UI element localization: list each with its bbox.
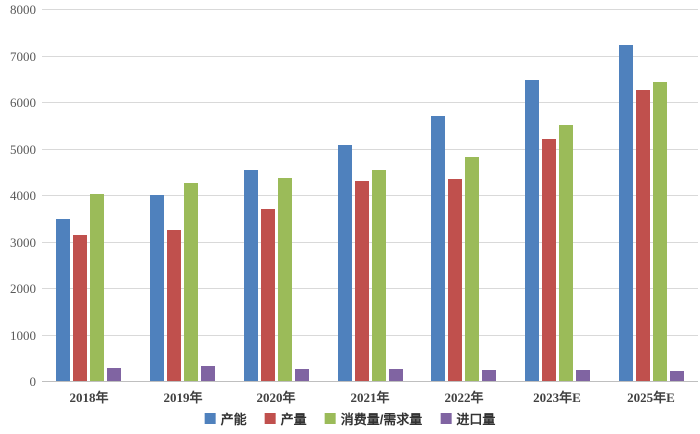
y-tick-label: 1000	[10, 328, 36, 343]
bar-series2-cat4	[465, 157, 479, 381]
legend-item-series3: 进口量	[440, 409, 495, 428]
legend-item-series1: 产量	[264, 409, 307, 428]
chart-legend: 产能 产量 消费量/需求量 进口量	[204, 409, 495, 428]
bar-series3-cat2	[295, 369, 309, 381]
bar-series2-cat2	[278, 178, 292, 381]
x-category-label: 2023年E	[533, 390, 581, 405]
y-tick-label: 2000	[10, 281, 36, 296]
y-tick-label: 3000	[10, 235, 36, 250]
legend-swatch-icon	[204, 413, 216, 424]
y-tick-label: 8000	[10, 2, 36, 17]
gridline	[42, 335, 698, 336]
bar-series1-cat2	[261, 209, 275, 381]
bar-series3-cat5	[576, 370, 590, 381]
y-tick-label: 0	[29, 374, 37, 389]
gridline	[42, 242, 698, 243]
bar-series2-cat6	[653, 82, 667, 381]
bar-series3-cat6	[670, 371, 684, 381]
y-tick-label: 4000	[10, 188, 36, 203]
gridline	[42, 56, 698, 57]
x-category-label: 2019年	[163, 390, 203, 405]
bar-series1-cat6	[636, 90, 650, 381]
bar-series2-cat0	[90, 194, 104, 381]
bar-series3-cat0	[107, 368, 121, 381]
y-tick-label: 6000	[10, 95, 36, 110]
bar-series3-cat3	[389, 369, 403, 381]
legend-item-series2: 消费量/需求量	[324, 409, 423, 428]
legend-item-series0: 产能	[204, 409, 247, 428]
gridline	[42, 195, 698, 196]
legend-swatch-icon	[264, 413, 276, 424]
bar-series2-cat1	[184, 183, 198, 381]
bar-series1-cat0	[73, 235, 87, 381]
bar-series0-cat2	[244, 170, 258, 381]
bar-series0-cat6	[619, 45, 633, 381]
x-category-label: 2018年	[69, 390, 109, 405]
legend-label: 产能	[220, 412, 247, 427]
gridline	[42, 149, 698, 150]
bar-series1-cat1	[167, 230, 181, 381]
legend-swatch-icon	[440, 413, 452, 424]
bar-series0-cat5	[525, 80, 539, 381]
x-category-label: 2020年	[256, 390, 296, 405]
legend-label: 消费量/需求量	[340, 412, 423, 427]
legend-label: 产量	[280, 412, 307, 427]
legend-swatch-icon	[324, 413, 336, 424]
bar-series2-cat5	[559, 125, 573, 381]
y-tick-label: 7000	[10, 49, 36, 64]
gridline	[42, 102, 698, 103]
x-category-label: 2025年E	[627, 390, 675, 405]
bar-series3-cat4	[482, 370, 496, 381]
bar-series1-cat3	[355, 181, 369, 381]
bar-series1-cat5	[542, 139, 556, 381]
bar-series2-cat3	[372, 170, 386, 381]
legend-label: 进口量	[456, 412, 496, 427]
x-category-label: 2022年	[444, 390, 484, 405]
bar-series0-cat0	[56, 219, 70, 381]
bar-series0-cat1	[150, 195, 164, 381]
bar-series3-cat1	[201, 366, 215, 381]
gridline	[42, 288, 698, 289]
bar-series0-cat3	[338, 145, 352, 381]
gridline	[42, 9, 698, 10]
x-axis-line	[42, 381, 698, 382]
x-category-label: 2021年	[350, 390, 390, 405]
bar-series1-cat4	[448, 179, 462, 381]
bar-series0-cat4	[431, 116, 445, 381]
y-tick-label: 5000	[10, 142, 36, 157]
